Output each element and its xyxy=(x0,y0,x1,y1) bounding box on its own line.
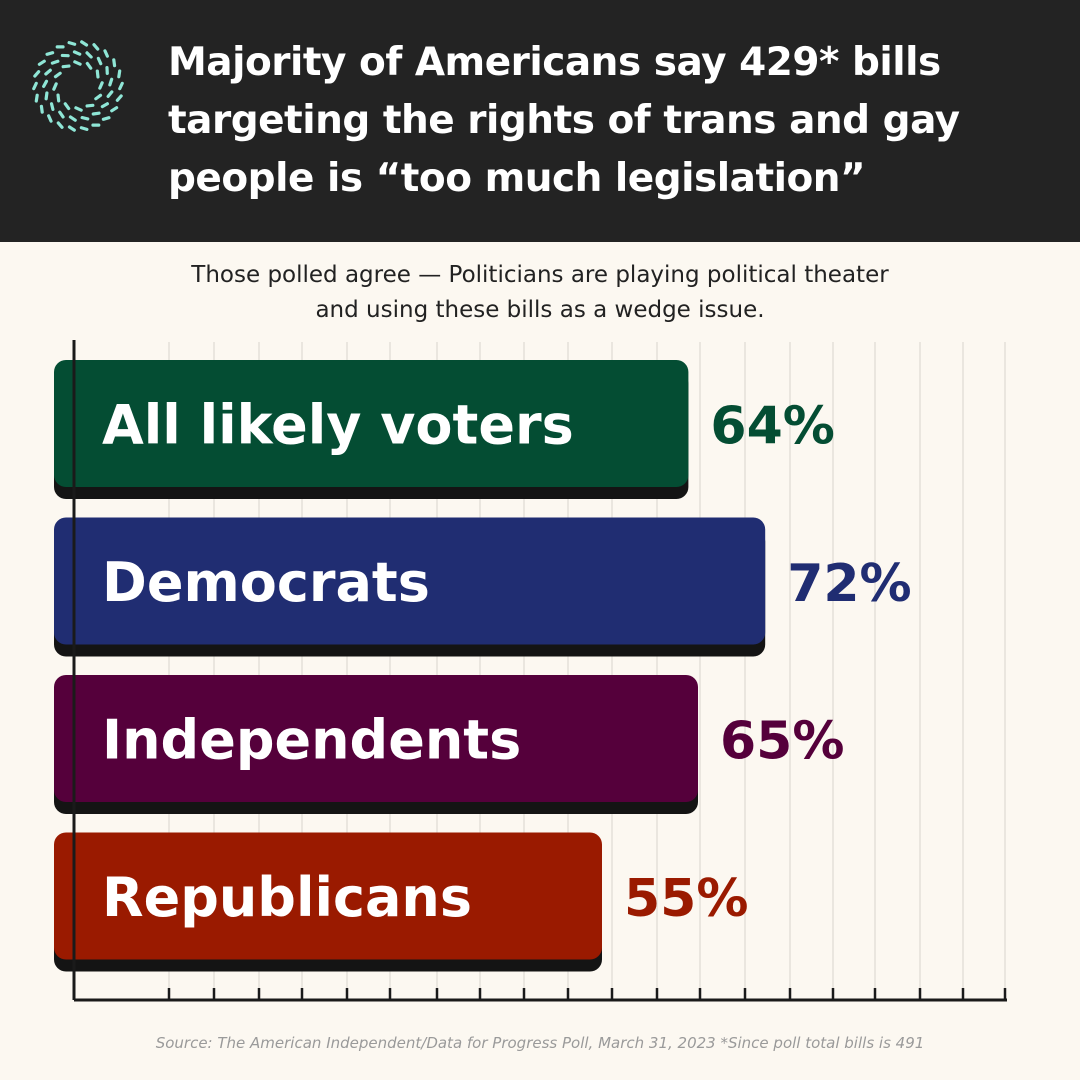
bar xyxy=(54,517,766,645)
logo-dash xyxy=(56,121,64,129)
logo-dash xyxy=(112,58,117,68)
logo-dash xyxy=(49,102,55,112)
logo-dash xyxy=(110,106,119,113)
subtitle-line: Those polled agree — Politicians are pla… xyxy=(191,262,889,288)
logo-dash xyxy=(96,56,103,66)
logo-dash xyxy=(42,79,49,88)
logo-dash xyxy=(80,40,89,47)
logo-dash xyxy=(95,69,100,79)
logo-dash xyxy=(33,70,41,78)
logo-dash xyxy=(68,115,77,122)
data-label: 72% xyxy=(787,554,911,614)
chart-subtitle: Those polled agree — Politicians are pla… xyxy=(0,258,1080,328)
logo-dash xyxy=(80,116,90,121)
logo-dash xyxy=(105,65,109,75)
logo-dash xyxy=(91,111,101,116)
logo-dash xyxy=(98,81,104,90)
logo-dash xyxy=(67,40,77,46)
logo-dash xyxy=(32,81,38,91)
category-label: All likely voters xyxy=(102,394,574,457)
bar xyxy=(54,832,602,960)
logo-dash xyxy=(47,114,53,123)
logo-dash xyxy=(100,102,109,109)
logo-dash xyxy=(61,64,71,69)
logo-dash xyxy=(72,50,82,56)
logo-dash xyxy=(63,102,71,111)
data-label: 64% xyxy=(710,397,834,457)
logo-dash xyxy=(53,71,62,79)
bar-group: Democrats 72% xyxy=(54,517,912,657)
logo-dash xyxy=(73,60,82,66)
logo-dash xyxy=(94,93,103,101)
source-note: Source: The American Independent/Data fo… xyxy=(155,1034,925,1052)
logo-dash xyxy=(44,68,52,76)
header-banner: Majority of Americans say 429* bills tar… xyxy=(0,0,1080,242)
bar-group: All likely voters 64% xyxy=(54,360,835,499)
logo-dash xyxy=(55,45,65,49)
logo-dash xyxy=(79,126,89,132)
data-label: 65% xyxy=(720,712,844,772)
bar xyxy=(54,675,698,802)
logo-dash xyxy=(85,61,93,70)
logo-dash xyxy=(103,49,109,58)
logo-dash xyxy=(58,110,65,119)
logo-dash xyxy=(60,53,70,58)
category-label: Republicans xyxy=(102,866,472,929)
logo-dash xyxy=(118,81,124,91)
logo-dash xyxy=(115,94,123,102)
subtitle-line: and using these bills as a wedge issue. xyxy=(315,297,765,323)
chart-title: Majority of Americans say 429* bills tar… xyxy=(168,34,1058,208)
logo-dash xyxy=(39,104,44,114)
logo-dash xyxy=(117,69,122,79)
logo-dash xyxy=(108,77,114,87)
circular-dash-logo-icon xyxy=(32,40,124,132)
logo-dash xyxy=(37,59,46,66)
logo-dash xyxy=(45,51,55,56)
title-line: targeting the rights of trans and gay xyxy=(168,98,960,143)
bar xyxy=(54,360,689,487)
logo-dash xyxy=(106,90,114,99)
logo-dash xyxy=(56,93,61,103)
logo-dash xyxy=(85,51,93,59)
logo-dash xyxy=(74,106,83,112)
logo-dash xyxy=(101,116,111,121)
logo-dash xyxy=(85,103,95,108)
logo-dash xyxy=(52,82,58,91)
title-line: Majority of Americans say 429* bills xyxy=(168,40,941,85)
category-label: Independents xyxy=(102,709,521,772)
logo-dash xyxy=(44,91,49,101)
bar-chart: All likely voters 64% Democrats 72% Independ… xyxy=(54,340,1007,1002)
category-label: Democrats xyxy=(102,551,430,614)
logo-dash xyxy=(91,123,101,127)
bar-group: Republicans 55% xyxy=(54,832,748,972)
logo-dash xyxy=(50,59,60,65)
logo-dash xyxy=(67,125,76,132)
title-line: people is “too much legislation” xyxy=(168,156,866,201)
bar-group: Independents 65% xyxy=(54,675,844,814)
logo-dash xyxy=(34,93,39,103)
logo-dash xyxy=(92,43,100,51)
data-label: 55% xyxy=(624,869,748,929)
